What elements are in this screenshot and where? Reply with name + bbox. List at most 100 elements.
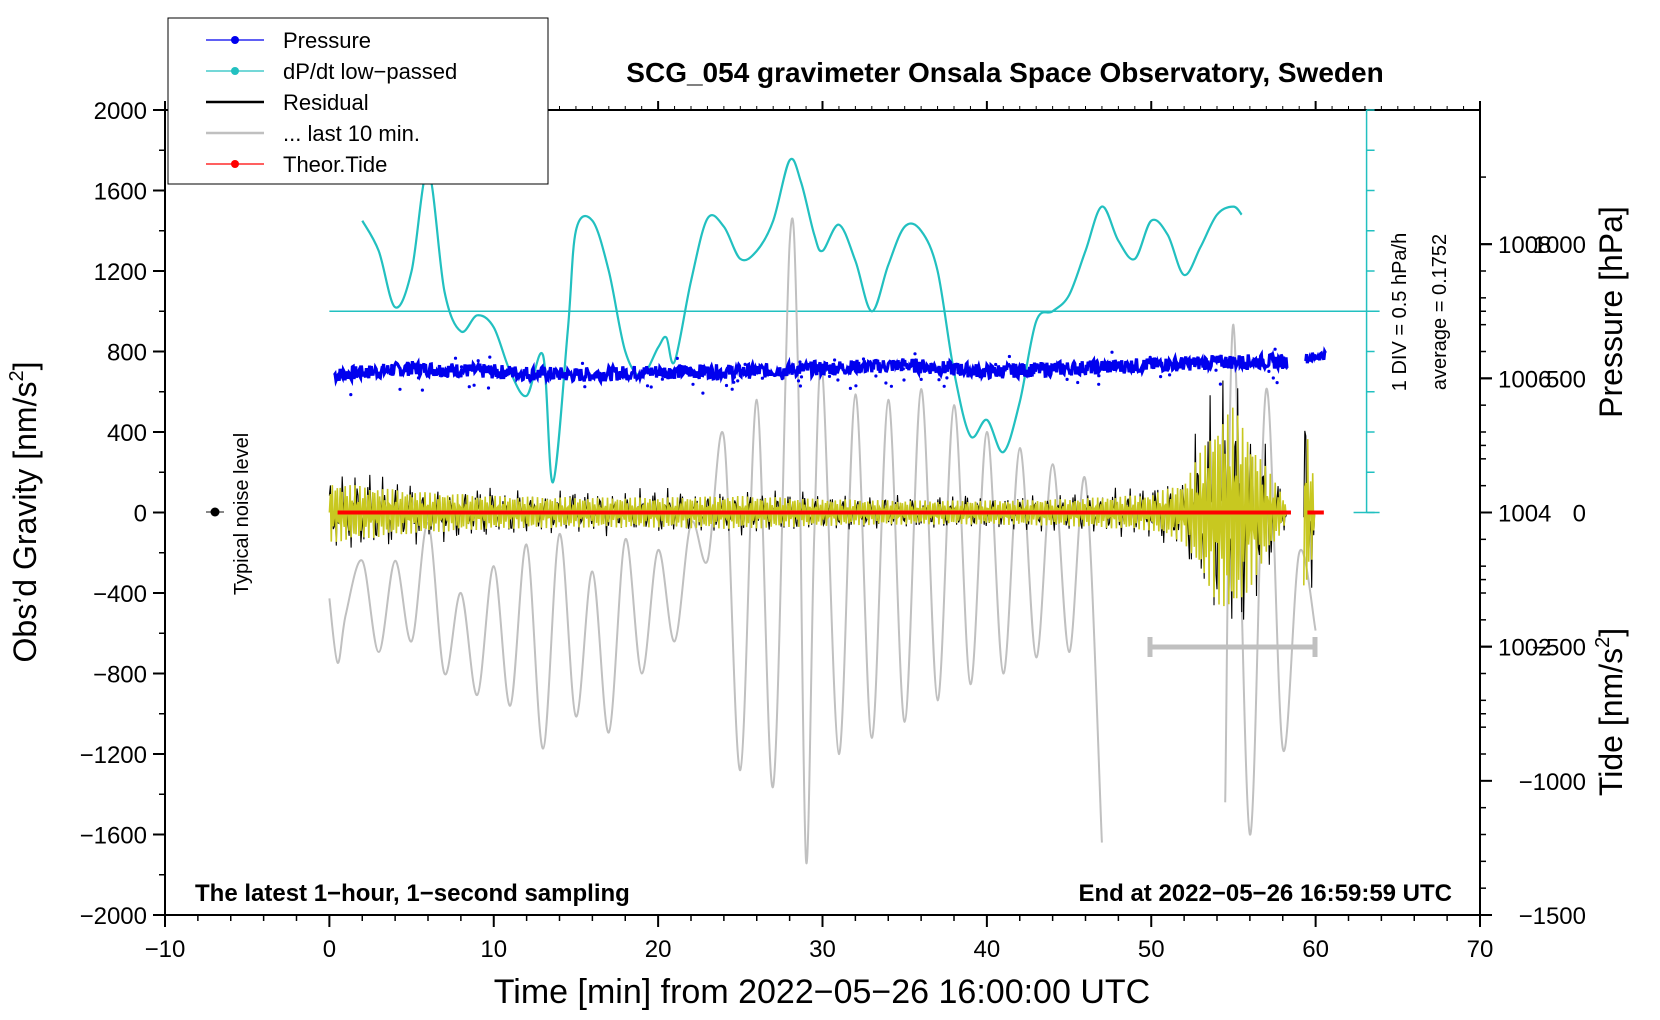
y-axis-label-pressure: Pressure [hPa] — [1593, 206, 1629, 418]
pressure-point — [692, 372, 697, 376]
residual-smoothed-line — [328, 407, 1316, 607]
pressure-point — [732, 380, 736, 384]
pressure-point — [478, 369, 483, 373]
tide-label-main: Tide [nm/s — [1593, 648, 1629, 796]
pressure-point — [1193, 357, 1197, 361]
pressure-point — [730, 387, 734, 391]
gravity-tick-label: 1200 — [94, 259, 147, 286]
chart-title: SCG_054 gravimeter Onsala Space Observat… — [626, 57, 1383, 88]
pressure-point — [1271, 376, 1275, 380]
tide-label-sup: 2 — [1592, 637, 1614, 648]
pressure-point — [583, 385, 587, 389]
pressure-point — [1168, 373, 1172, 377]
pressure-point — [678, 369, 683, 373]
pressure-point — [796, 379, 801, 383]
pressure-point — [1273, 347, 1277, 351]
pressure-tick-label: 1004 — [1498, 501, 1551, 528]
pressure-point — [1159, 375, 1163, 379]
pressure-point — [1244, 365, 1249, 369]
pressure-point — [956, 371, 960, 375]
pressure-point — [649, 385, 653, 389]
annotation-noise-level: Typical noise level — [231, 433, 253, 595]
pressure-point — [459, 365, 464, 369]
pressure-point — [874, 374, 878, 378]
pressure-point — [480, 367, 484, 371]
legend-label: ... last 10 min. — [283, 121, 420, 146]
x-tick-label: 20 — [645, 936, 672, 963]
pressure-point — [861, 357, 866, 361]
pressure-point — [1065, 377, 1069, 381]
annotation-latest-hour: The latest 1−hour, 1−second sampling — [195, 880, 630, 907]
pressure-point — [1102, 367, 1106, 371]
pressure-point — [836, 378, 840, 382]
y-axis-label-tide: Tide [nm/s2] — [1592, 628, 1629, 796]
legend-label: Theor.Tide — [283, 152, 387, 177]
pressure-point — [798, 360, 802, 364]
pressure-point — [398, 387, 402, 391]
pressure-point — [833, 358, 837, 362]
legend-entries: Pressure dP/dt low−passed Residual ... last… — [206, 28, 457, 177]
pressure-point — [1131, 364, 1135, 368]
gravity-tick-label: −1200 — [80, 742, 147, 769]
pressure-tick-label: 1002 — [1498, 635, 1551, 662]
pressure-point — [1148, 355, 1152, 359]
tide-tick-label: −500 — [1532, 635, 1586, 662]
gravity-label-main: Obs’d Gravity [nm/s — [7, 382, 43, 663]
noise-level-marker — [206, 507, 224, 517]
pressure-point — [827, 374, 832, 378]
gravity-tick-label: 400 — [107, 420, 147, 447]
pressure-point — [1110, 350, 1114, 354]
pressure-point — [488, 355, 492, 359]
gravity-tick-label: 800 — [107, 340, 147, 367]
pressure-point — [1097, 382, 1101, 386]
pressure-point — [884, 381, 888, 385]
pressure-point — [945, 376, 949, 380]
x-tick-label: 0 — [323, 936, 336, 963]
pressure-point — [1076, 380, 1080, 385]
pressure-point — [390, 363, 394, 368]
x-tick-label: 40 — [974, 936, 1001, 963]
pressure-series-line — [333, 349, 1289, 387]
x-axis-label: Time [min] from 2022−05−26 16:00:00 UTC — [494, 973, 1150, 1011]
pressure-point — [724, 383, 729, 388]
gravity-label-sup: 2 — [6, 370, 28, 381]
pressure-axis-ticks: 1008 1006 1004 1002 — [1479, 110, 1551, 721]
pressure-point — [416, 376, 421, 380]
pressure-point — [472, 383, 476, 387]
pressure-point — [962, 371, 967, 375]
legend-marker — [231, 160, 239, 168]
pressure-point — [1275, 381, 1279, 385]
gravity-tick-label: −1600 — [80, 823, 147, 850]
pressure-point — [448, 367, 452, 371]
last-10-min-series-line — [1224, 323, 1317, 836]
annotation-dpdt-average: average = 0.1752 — [1429, 234, 1451, 390]
pressure-point — [929, 362, 934, 366]
pressure-point — [671, 372, 676, 377]
pressure-point — [597, 375, 602, 379]
pressure-point — [780, 377, 784, 381]
pressure-point — [799, 375, 804, 379]
pressure-point — [902, 378, 906, 382]
pressure-point — [445, 374, 449, 378]
annotation-end-time: End at 2022−05−26 16:59:59 UTC — [1078, 880, 1452, 907]
last-10-min-series-line — [328, 217, 1103, 865]
legend-marker — [231, 67, 239, 75]
dpdt-series-line — [361, 157, 1243, 484]
pressure-point — [502, 370, 506, 374]
pressure-point — [942, 384, 946, 388]
pressure-tick-label: 1006 — [1498, 366, 1551, 393]
tide-label-close: ] — [1593, 628, 1629, 637]
legend-marker — [231, 36, 239, 44]
pressure-point — [467, 385, 471, 389]
pressure-point — [848, 386, 853, 390]
x-tick-label: 60 — [1302, 936, 1329, 963]
pressure-point — [1097, 374, 1101, 378]
gravity-tick-label: 2000 — [94, 98, 147, 125]
legend-label: Residual — [283, 90, 369, 115]
pressure-point — [994, 362, 998, 367]
pressure-point — [901, 367, 905, 371]
pressure-point — [420, 388, 424, 392]
pressure-point — [798, 384, 803, 388]
pressure-point — [691, 382, 695, 386]
